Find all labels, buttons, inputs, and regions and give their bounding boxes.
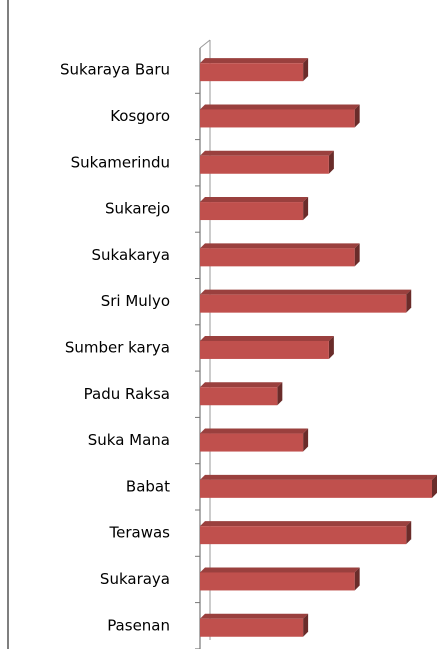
bar-side xyxy=(354,567,360,591)
bar-front xyxy=(200,155,329,174)
bar-side xyxy=(328,150,334,174)
bar-top xyxy=(200,335,334,341)
bar xyxy=(200,428,309,452)
bar-side xyxy=(406,289,412,313)
bar-side xyxy=(406,521,412,545)
bar xyxy=(200,613,309,637)
bar xyxy=(200,567,360,591)
bar-top xyxy=(200,474,437,480)
bar-front xyxy=(200,109,355,128)
bar-front xyxy=(200,63,304,82)
bar xyxy=(200,382,283,406)
bar-top xyxy=(200,567,360,573)
y-tick-label: Suka Mana xyxy=(88,431,170,449)
y-tick-label: Sri Mulyo xyxy=(101,292,170,310)
bar xyxy=(200,335,334,359)
y-tick-label: Sukaraya xyxy=(100,570,170,588)
bar-top xyxy=(200,104,360,110)
y-tick-label: Babat xyxy=(126,477,170,495)
bar-side xyxy=(328,335,334,359)
y-tick-label: Sukarejo xyxy=(105,200,170,218)
bar-front xyxy=(200,526,407,545)
y-tick-label: Sukaraya Baru xyxy=(60,61,170,79)
y-tick-label: Padu Raksa xyxy=(84,385,170,403)
bar-top xyxy=(200,197,309,203)
bar xyxy=(200,289,412,313)
bar-front xyxy=(200,340,329,359)
bar-top xyxy=(200,613,309,619)
bar-side xyxy=(432,474,437,498)
bar-top xyxy=(200,289,412,295)
y-tick-label: Sumber karya xyxy=(65,338,170,356)
bar-front xyxy=(200,572,355,591)
y-tick-label: Sukakarya xyxy=(92,246,171,264)
bar xyxy=(200,104,360,128)
y-tick-label: Terawas xyxy=(109,524,171,542)
bar-top xyxy=(200,58,309,64)
bar xyxy=(200,58,309,82)
bar-top xyxy=(200,382,283,388)
y-tick-label: Sukamerindu xyxy=(71,153,170,171)
bar xyxy=(200,243,360,267)
axis-wall xyxy=(199,39,211,49)
bar-top xyxy=(200,428,309,434)
bar-front xyxy=(200,202,304,221)
bar-side xyxy=(277,382,283,406)
y-tick-label: Kosgoro xyxy=(110,107,170,125)
bar-side xyxy=(303,58,309,82)
bar-side xyxy=(303,428,309,452)
bar xyxy=(200,150,334,174)
bar-side xyxy=(303,613,309,637)
bar-front xyxy=(200,294,407,313)
bar-front xyxy=(200,618,304,637)
bar xyxy=(200,521,412,545)
bar-side xyxy=(354,104,360,128)
bar-side xyxy=(303,197,309,221)
bar-side xyxy=(354,243,360,267)
y-tick-label: Pasenan xyxy=(107,616,170,634)
bar-front xyxy=(200,387,278,406)
bar-front xyxy=(200,248,355,267)
bar-top xyxy=(200,243,360,249)
bar xyxy=(200,197,309,221)
bar xyxy=(200,474,437,498)
bar-front xyxy=(200,433,304,452)
bar-top xyxy=(200,150,334,156)
bar-front xyxy=(200,479,432,498)
bar-top xyxy=(200,521,412,527)
